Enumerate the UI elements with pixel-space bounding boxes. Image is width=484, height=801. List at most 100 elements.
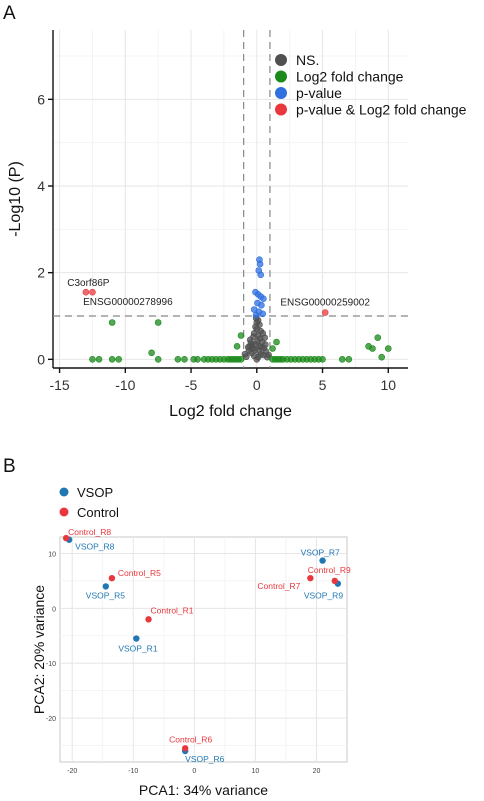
y-tick-label: 2 — [37, 265, 45, 281]
point-label: Control_R6 — [169, 734, 212, 744]
data-point — [62, 534, 70, 542]
x-tick-label: -15 — [49, 377, 69, 393]
data-point — [89, 356, 96, 363]
legend-label: p-value & Log2 fold change — [296, 102, 467, 118]
data-point — [319, 356, 326, 363]
data-point — [233, 343, 241, 350]
data-point — [95, 356, 103, 363]
y-tick-label: -20 — [46, 716, 56, 723]
legend-marker — [59, 507, 69, 517]
point-label: VSOP_R6 — [185, 754, 224, 764]
data-point — [89, 288, 96, 296]
data-point — [241, 350, 249, 358]
data-point — [345, 356, 353, 363]
data-point — [262, 341, 269, 348]
data-point — [319, 557, 326, 564]
data-point — [102, 583, 109, 590]
point-label: Control_R5 — [118, 568, 161, 578]
pca-plot: -20 -10 0 10 20 -20 -10 0 10 VSOP_R8 VSOP_R5 VSOP_R… — [31, 527, 351, 798]
data-point — [174, 356, 182, 363]
data-point — [237, 356, 245, 363]
x-tick-label: -10 — [128, 768, 138, 775]
data-point — [378, 353, 386, 361]
plot-panel — [59, 536, 348, 763]
legend-marker — [275, 70, 287, 83]
x-tick-label: 20 — [313, 768, 321, 775]
data-point — [250, 333, 257, 341]
data-point — [257, 271, 265, 279]
x-axis-title: PCA1: 34% variance — [139, 782, 268, 798]
legend-marker — [275, 87, 287, 99]
volcano-plot: -15 -10 -5 0 5 10 0 2 4 6 C3orf86P ENSG00000278996 E… — [7, 30, 408, 420]
x-tick-label: 5 — [319, 377, 327, 393]
data-point — [259, 310, 267, 318]
point-label: Control_R8 — [68, 527, 111, 537]
panel-label-b: B — [3, 456, 16, 477]
point-label: VSOP_R5 — [86, 590, 125, 600]
point-label: VSOP_R1 — [118, 644, 157, 654]
y-tick-label: -10 — [46, 661, 56, 668]
data-point — [369, 345, 376, 352]
data-point — [181, 745, 189, 752]
data-point — [384, 345, 392, 352]
data-point — [133, 635, 140, 642]
panel-label-a: A — [3, 3, 16, 24]
x-tick-label: -20 — [67, 768, 77, 775]
data-point — [273, 338, 280, 346]
data-point — [259, 330, 267, 337]
y-tick-label: 0 — [37, 351, 45, 367]
y-tick-label: 10 — [48, 551, 56, 558]
y-axis-title: PCA2: 20% variance — [31, 585, 47, 714]
data-point — [244, 343, 252, 351]
data-point — [115, 356, 123, 363]
point-label: Control_R1 — [151, 605, 194, 615]
data-point — [256, 260, 264, 268]
y-tick-label: 0 — [52, 606, 56, 613]
data-point — [321, 309, 329, 316]
x-tick-label: -5 — [185, 377, 198, 393]
legend-label: VSOP — [77, 485, 113, 500]
legend-marker — [275, 54, 287, 66]
point-label: Control_R9 — [308, 565, 351, 575]
y-tick-label: 4 — [37, 178, 45, 194]
legend-label: Log2 fold change — [296, 69, 404, 85]
data-point — [256, 335, 264, 342]
data-point — [307, 574, 314, 582]
data-point — [108, 356, 116, 363]
data-point — [145, 616, 152, 623]
data-point — [269, 345, 276, 352]
data-point — [82, 288, 90, 296]
x-tick-label: 0 — [192, 768, 196, 775]
point-label: ENSG00000278996 — [83, 297, 173, 308]
data-point — [154, 356, 162, 363]
y-axis-title: -Log10 (P) — [7, 161, 24, 237]
point-label: VSOP_R7 — [301, 548, 340, 558]
data-point — [194, 356, 201, 363]
data-point — [108, 574, 116, 582]
legend-label: Control — [77, 505, 119, 520]
data-point — [181, 356, 188, 363]
data-point — [108, 319, 116, 326]
data-point — [260, 295, 267, 302]
legend-label: p-value — [296, 85, 342, 101]
point-label: ENSG00000259002 — [280, 298, 370, 309]
data-point — [331, 577, 338, 585]
x-tick-label: 10 — [380, 377, 396, 393]
point-label: Control_R7 — [257, 581, 300, 591]
data-point — [338, 356, 346, 363]
data-point — [265, 351, 272, 359]
point-label: C3orf86P — [67, 278, 110, 289]
x-axis-title: Log2 fold change — [169, 403, 292, 420]
legend-marker — [59, 487, 69, 497]
legend-marker — [275, 103, 287, 116]
data-point — [154, 319, 162, 326]
y-tick-label: 6 — [37, 91, 45, 107]
x-tick-label: 10 — [252, 768, 260, 775]
point-label: VSOP_R9 — [304, 591, 343, 601]
data-point — [237, 332, 245, 339]
x-tick-label: -10 — [115, 377, 135, 393]
legend-label: NS. — [296, 52, 319, 68]
point-label: VSOP_R8 — [75, 542, 114, 552]
